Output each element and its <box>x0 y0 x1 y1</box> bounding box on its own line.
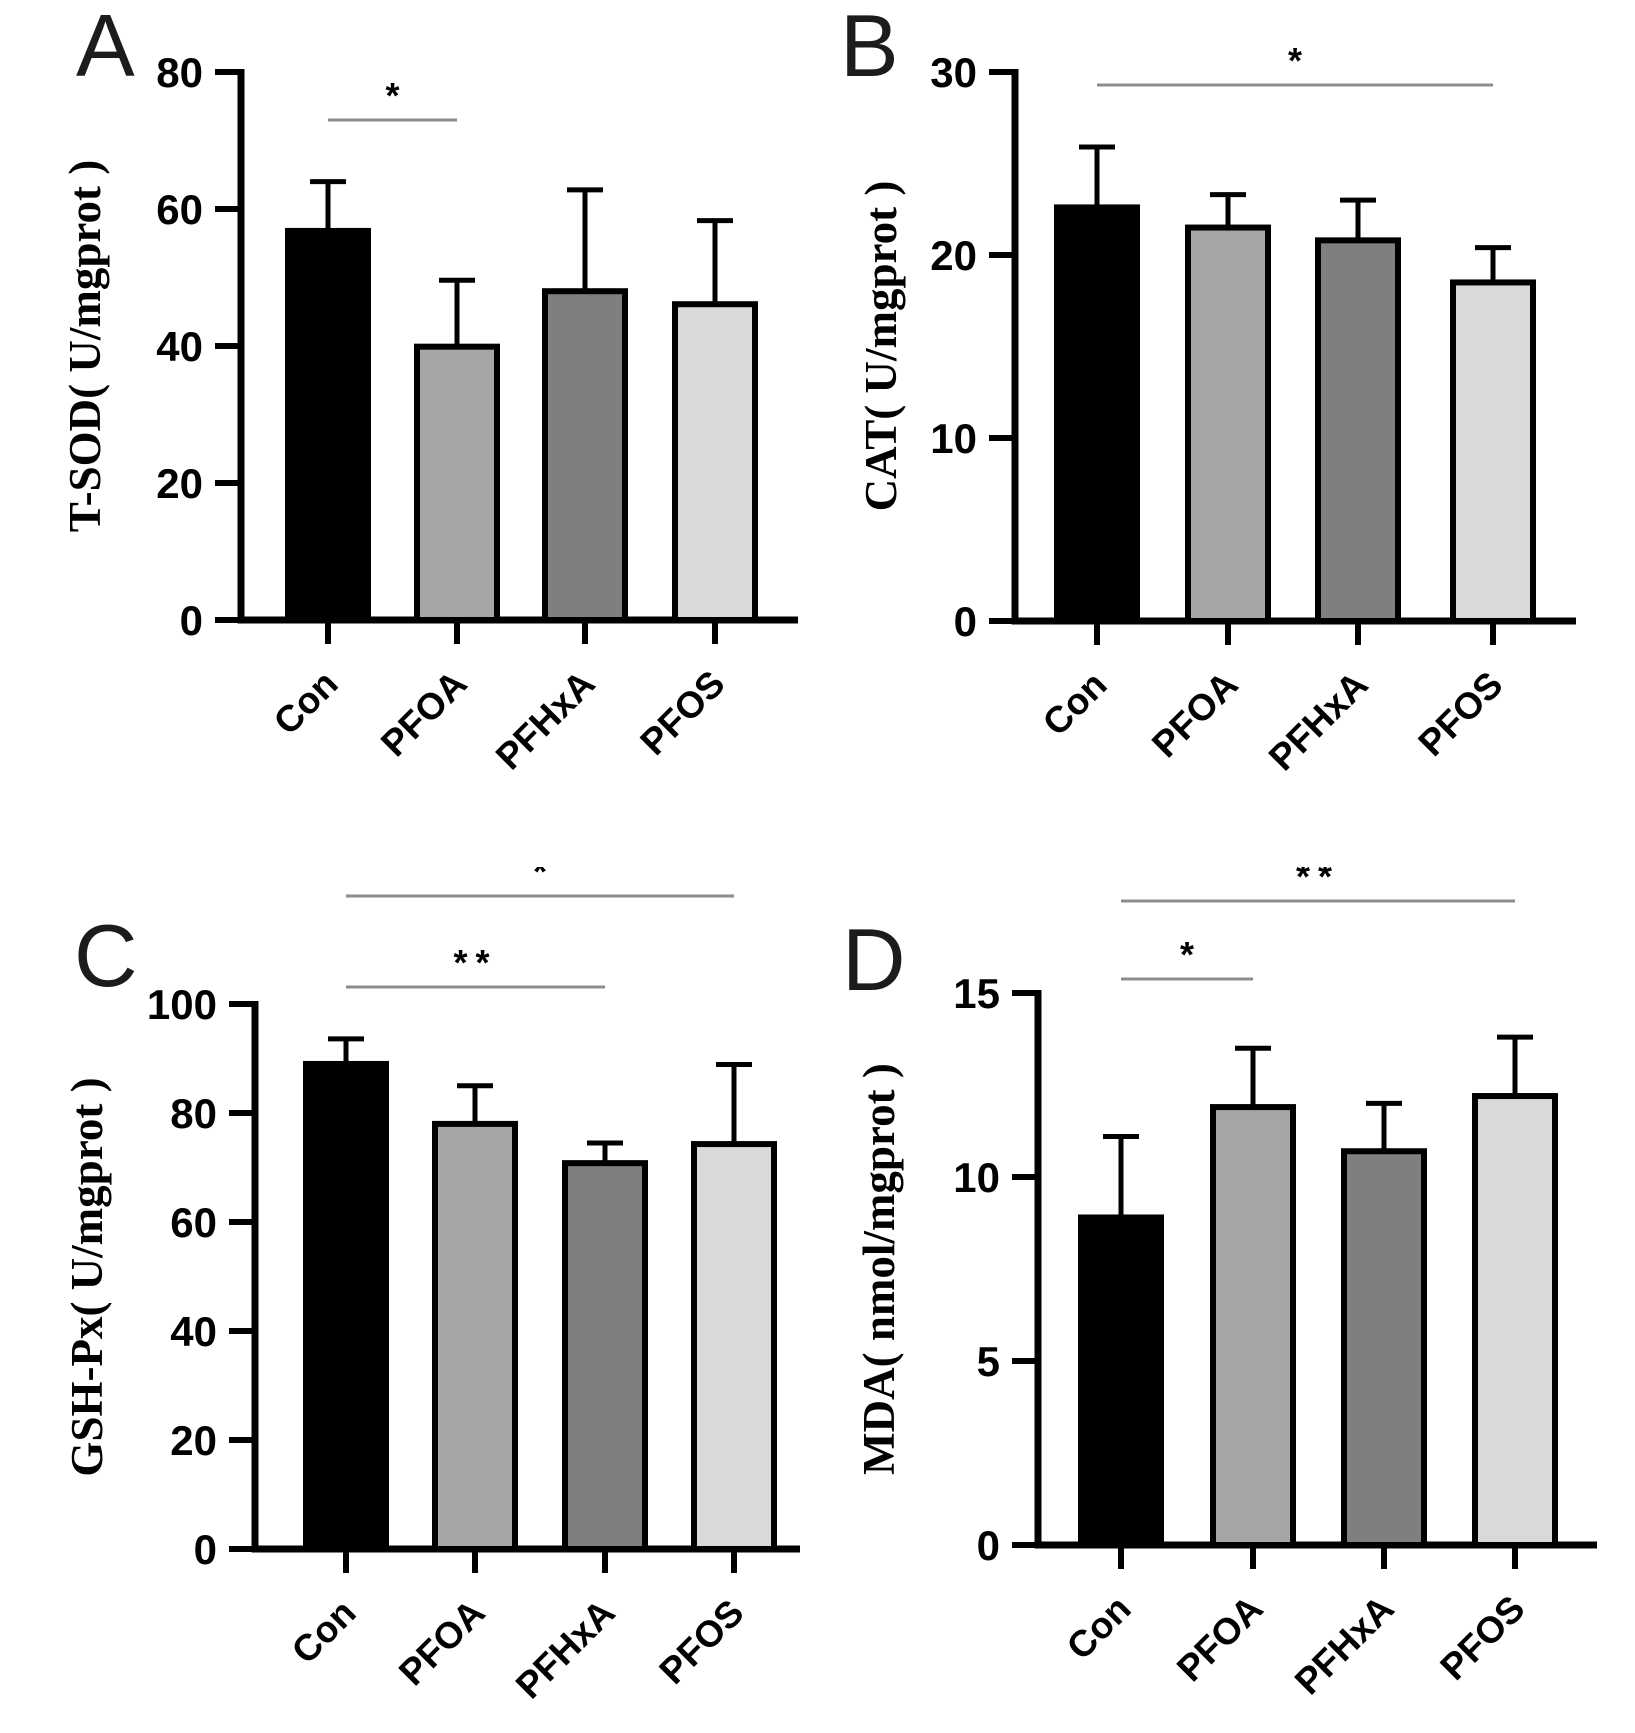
panel-b: CAT( U/mgprot ) 0 10 20 30 Con PFOA PFHxA PFOS * <box>820 0 1635 866</box>
bar-Con <box>1078 1214 1164 1548</box>
x-tick-label-PFOA: PFOA <box>1144 664 1246 766</box>
sig-label-Con-PFOS: * <box>1288 40 1302 81</box>
sig-label-Con-PFOS: * <box>533 867 547 892</box>
bar-PFOA <box>414 343 500 623</box>
bar-PFOA <box>1210 1104 1296 1549</box>
y-tick-label: 20 <box>156 460 203 507</box>
bar-PFOS <box>1472 1093 1558 1548</box>
sig-label-Con-PFOA: * <box>1180 934 1194 975</box>
y-tick-label: 15 <box>953 970 1000 1017</box>
x-tick-label-PFHxA: PFHxA <box>488 663 603 778</box>
sig-label-Con-PFOS: ** <box>1296 867 1340 897</box>
x-tick-label-PFOA: PFOA <box>373 663 475 765</box>
bar-PFHxA <box>542 288 628 623</box>
panel-d-chart: MDA( nmol/mgprot ) 0 5 10 15 Con PFOA PFHxA PFOS… <box>854 867 1597 1703</box>
panel-d: MDA( nmol/mgprot ) 0 5 10 15 Con PFOA PFHxA PFOS… <box>820 867 1635 1733</box>
x-tick-label-PFOS: PFOS <box>1432 1588 1532 1688</box>
x-tick-label-Con: Con <box>1035 664 1115 744</box>
y-tick-label: 60 <box>156 186 203 233</box>
x-tick-label-PFHxA: PFHxA <box>1261 664 1376 779</box>
y-axis-title: CAT( U/mgprot ) <box>856 181 906 512</box>
x-tick-label-Con: Con <box>266 663 346 743</box>
x-tick-label-PFOA: PFOA <box>1169 1588 1271 1690</box>
y-tick-label: 40 <box>156 323 203 370</box>
y-tick-label: 80 <box>170 1090 217 1137</box>
y-tick-label: 20 <box>930 232 977 279</box>
panel-c: GSH-Px( U/mgprot ) 0 20 40 60 80 100 Con PFOA PFH… <box>0 867 815 1733</box>
panel-letter-a: A <box>76 0 135 95</box>
panel-letter-c: C <box>74 906 138 1005</box>
bar-Con <box>285 227 371 623</box>
bar-Con <box>303 1060 389 1552</box>
x-tick-label-PFHxA: PFHxA <box>1287 1588 1402 1703</box>
y-axis-title: MDA( nmol/mgprot ) <box>854 1063 904 1475</box>
x-tick-label-Con: Con <box>1059 1588 1139 1668</box>
x-tick-label-PFHxA: PFHxA <box>508 1592 623 1707</box>
x-tick-label-PFOS: PFOS <box>651 1592 751 1692</box>
y-axis-title: T-SOD( U/mgprot ) <box>60 160 110 533</box>
y-tick-label: 0 <box>194 1526 217 1573</box>
x-tick-label-PFOS: PFOS <box>632 663 732 763</box>
bar-PFOS <box>672 301 758 623</box>
panel-b-chart: CAT( U/mgprot ) 0 10 20 30 Con PFOA PFHxA PFOS * <box>856 40 1576 779</box>
panel-letter-b: B <box>840 0 899 95</box>
x-tick-label-PFOA: PFOA <box>391 1592 493 1694</box>
y-tick-label: 5 <box>977 1338 1000 1385</box>
bar-Con <box>1054 204 1140 624</box>
panel-a: T-SOD( U/mgprot ) 0 20 40 60 80 Con PFOA PFHxA PF… <box>0 0 815 866</box>
sig-label-Con-PFOA: * <box>385 75 399 116</box>
y-tick-label: 100 <box>147 981 217 1028</box>
y-tick-label: 80 <box>156 49 203 96</box>
y-tick-label: 0 <box>977 1522 1000 1569</box>
y-tick-label: 10 <box>930 415 977 462</box>
y-tick-label: 20 <box>170 1417 217 1464</box>
y-axis-title: GSH-Px( U/mgprot ) <box>62 1077 112 1476</box>
bar-PFOA <box>432 1120 518 1552</box>
sig-label-Con-PFHxA: ** <box>453 942 497 983</box>
bar-PFHxA <box>1341 1148 1427 1548</box>
bar-PFHxA <box>1315 237 1401 625</box>
y-tick-label: 10 <box>953 1154 1000 1201</box>
bar-PFOA <box>1185 224 1271 625</box>
panel-c-chart: GSH-Px( U/mgprot ) 0 20 40 60 80 100 Con PFOA PFH… <box>62 867 800 1707</box>
panel-a-chart: T-SOD( U/mgprot ) 0 20 40 60 80 Con PFOA PFHxA PF… <box>60 49 798 778</box>
panel-letter-d: D <box>842 910 906 1009</box>
bar-PFOS <box>1450 279 1536 624</box>
y-tick-label: 60 <box>170 1199 217 1246</box>
y-tick-label: 0 <box>954 598 977 645</box>
bar-PFOS <box>691 1141 777 1552</box>
y-tick-label: 0 <box>180 597 203 644</box>
y-tick-label: 40 <box>170 1308 217 1355</box>
x-tick-label-Con: Con <box>284 1592 364 1672</box>
bar-PFHxA <box>562 1160 648 1552</box>
y-tick-label: 30 <box>930 49 977 96</box>
x-tick-label-PFOS: PFOS <box>1410 664 1510 764</box>
